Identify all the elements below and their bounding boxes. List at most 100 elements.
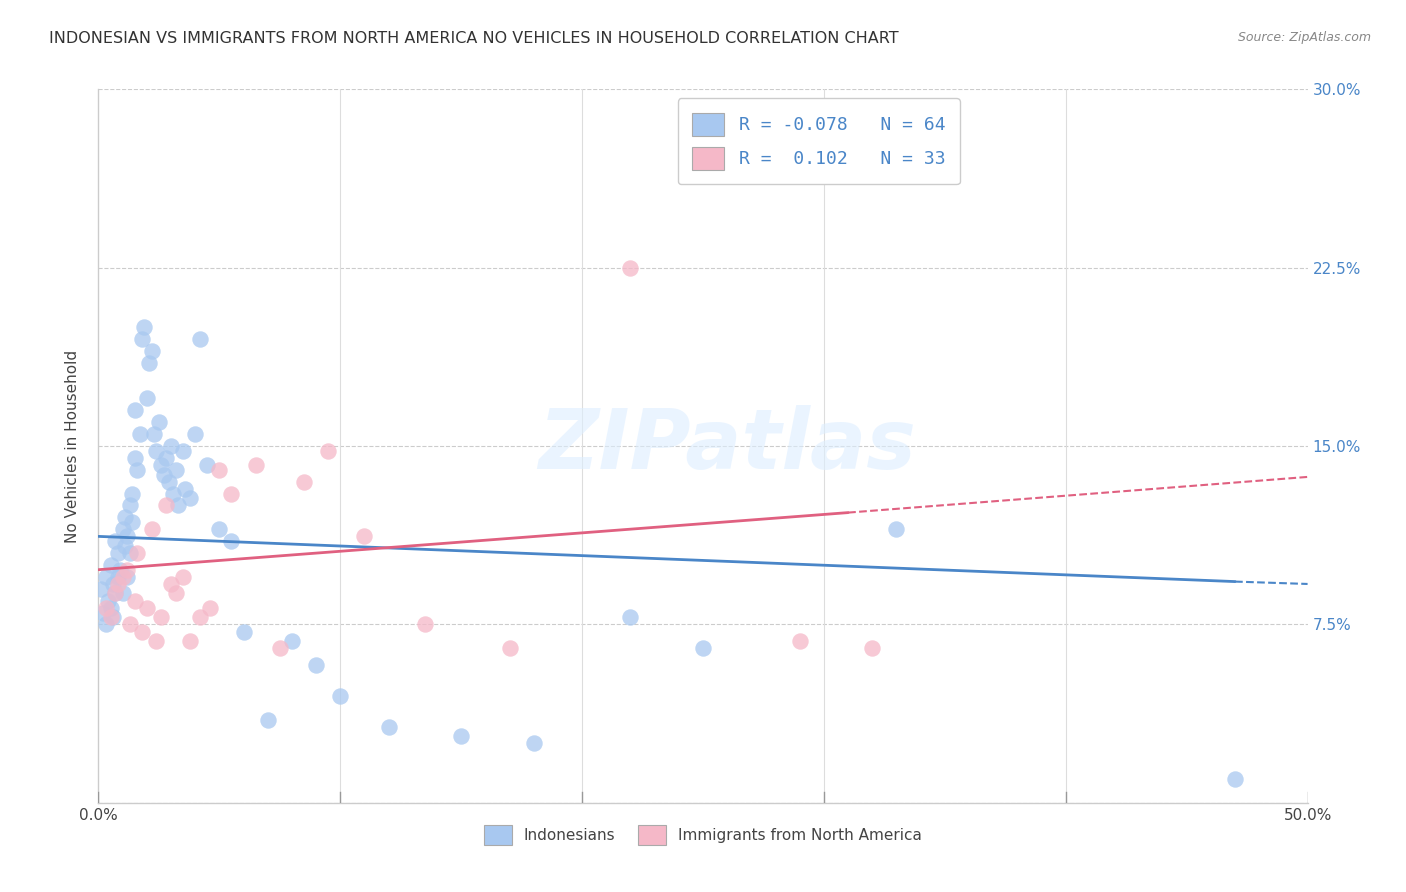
Point xyxy=(162,486,184,500)
Point xyxy=(145,443,167,458)
Point xyxy=(117,570,139,584)
Point xyxy=(221,534,243,549)
Point xyxy=(114,539,136,553)
Text: ZIPatlas: ZIPatlas xyxy=(538,406,917,486)
Point xyxy=(292,475,315,489)
Legend: Indonesians, Immigrants from North America: Indonesians, Immigrants from North Ameri… xyxy=(477,817,929,852)
Point xyxy=(165,586,187,600)
Point xyxy=(195,458,218,472)
Text: INDONESIAN VS IMMIGRANTS FROM NORTH AMERICA NO VEHICLES IN HOUSEHOLD CORRELATION: INDONESIAN VS IMMIGRANTS FROM NORTH AMER… xyxy=(49,31,898,46)
Point xyxy=(124,450,146,465)
Point xyxy=(94,570,117,584)
Point xyxy=(143,427,166,442)
Point xyxy=(90,582,112,596)
Point xyxy=(316,443,339,458)
Point xyxy=(450,729,472,743)
Point xyxy=(619,610,641,624)
Point xyxy=(107,570,129,584)
Point xyxy=(111,570,134,584)
Point xyxy=(124,403,146,417)
Point xyxy=(107,546,129,560)
Point xyxy=(886,522,908,536)
Point xyxy=(104,534,127,549)
Point xyxy=(179,634,201,648)
Point xyxy=(305,657,328,672)
Point xyxy=(1223,772,1246,786)
Point xyxy=(172,570,194,584)
Point xyxy=(221,486,243,500)
Point xyxy=(179,491,201,506)
Point xyxy=(172,443,194,458)
Point xyxy=(121,486,143,500)
Point xyxy=(160,577,183,591)
Point xyxy=(789,634,811,648)
Point xyxy=(155,450,177,465)
Point xyxy=(134,320,156,334)
Point xyxy=(100,610,122,624)
Point xyxy=(141,522,163,536)
Point xyxy=(150,458,173,472)
Point xyxy=(104,586,127,600)
Point xyxy=(188,610,211,624)
Point xyxy=(118,546,141,560)
Point xyxy=(131,332,153,346)
Point xyxy=(117,529,139,543)
Y-axis label: No Vehicles in Household: No Vehicles in Household xyxy=(65,350,80,542)
Point xyxy=(101,577,124,591)
Point xyxy=(101,610,124,624)
Point xyxy=(413,617,436,632)
Point xyxy=(100,600,122,615)
Point xyxy=(117,563,139,577)
Point xyxy=(97,593,120,607)
Point xyxy=(269,641,291,656)
Point xyxy=(256,713,278,727)
Point xyxy=(128,427,150,442)
Point xyxy=(100,558,122,572)
Point xyxy=(208,522,231,536)
Point xyxy=(165,463,187,477)
Point xyxy=(167,499,190,513)
Point xyxy=(107,577,129,591)
Point xyxy=(145,634,167,648)
Point xyxy=(94,617,117,632)
Point xyxy=(353,529,375,543)
Text: Source: ZipAtlas.com: Source: ZipAtlas.com xyxy=(1237,31,1371,45)
Point xyxy=(198,600,221,615)
Point xyxy=(108,563,131,577)
Point xyxy=(141,343,163,358)
Point xyxy=(150,610,173,624)
Point xyxy=(118,499,141,513)
Point xyxy=(245,458,267,472)
Point xyxy=(155,499,177,513)
Point xyxy=(152,467,174,482)
Point xyxy=(377,720,399,734)
Point xyxy=(281,634,304,648)
Point xyxy=(329,689,352,703)
Point xyxy=(232,624,254,639)
Point xyxy=(174,482,197,496)
Point xyxy=(94,600,117,615)
Point xyxy=(498,641,520,656)
Point xyxy=(523,736,546,750)
Point xyxy=(860,641,883,656)
Point xyxy=(118,617,141,632)
Point xyxy=(131,624,153,639)
Point xyxy=(104,586,127,600)
Point xyxy=(160,439,183,453)
Point xyxy=(111,586,134,600)
Point xyxy=(114,510,136,524)
Point xyxy=(127,546,149,560)
Point xyxy=(138,356,160,370)
Point xyxy=(184,427,207,442)
Point xyxy=(188,332,211,346)
Point xyxy=(619,260,641,275)
Point xyxy=(157,475,180,489)
Point xyxy=(121,515,143,529)
Point xyxy=(692,641,714,656)
Point xyxy=(135,392,157,406)
Point xyxy=(208,463,231,477)
Point xyxy=(91,606,114,620)
Point xyxy=(135,600,157,615)
Point xyxy=(148,415,170,429)
Point xyxy=(111,522,134,536)
